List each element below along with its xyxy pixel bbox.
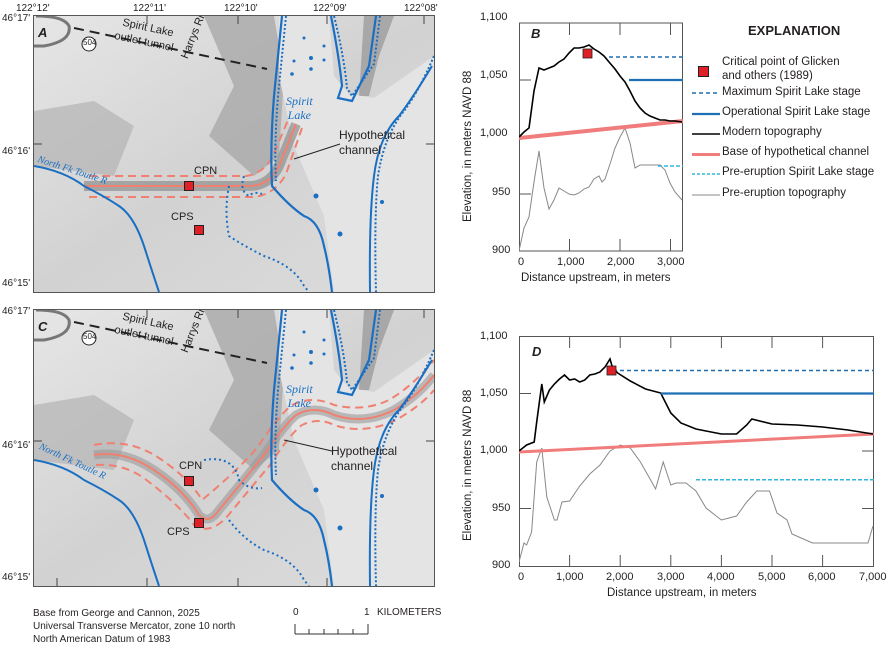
legend-gray-line-icon	[692, 194, 720, 196]
series-channel-base	[519, 432, 875, 454]
critical-point-cps	[194, 518, 204, 528]
x-axis-title: Distance upstream, in meters	[607, 587, 757, 599]
x-axis-title: Distance upstream, in meters	[521, 272, 671, 284]
channel-label: Hypothetical channel	[331, 444, 398, 473]
legend-item-modern-topography: Modern topography	[722, 126, 822, 138]
x-tick-label: 6,000	[808, 571, 836, 583]
x-tick-label: 0	[518, 256, 525, 268]
x-tick-label: 1,000	[557, 256, 585, 268]
map-a-graphics	[34, 16, 434, 292]
scale-bar-start: 0	[293, 607, 299, 618]
chart-panel-letter: D	[532, 344, 542, 359]
longitude-label: 122°12'	[16, 3, 50, 14]
panel-letter: C	[38, 319, 48, 334]
panel-letter: A	[38, 25, 48, 40]
y-tick-label: 1,050	[480, 69, 508, 81]
chart-b-plot	[519, 22, 683, 252]
x-tick-label: 2,000	[606, 571, 634, 583]
series-pre-eruption-topography	[519, 444, 874, 563]
y-tick-label: 1,100	[480, 330, 508, 342]
map-credit-line: Base from George and Cannon, 2025	[33, 608, 200, 619]
y-tick-label: 1,050	[480, 387, 508, 399]
y-tick-label: 1,000	[480, 127, 508, 139]
y-tick-label: 900	[492, 244, 511, 256]
latitude-label: 46°17'	[2, 13, 31, 24]
map-panel-c: C 504 Spirit Lake outlet tunnel Harrys R…	[33, 309, 435, 587]
x-tick-label: 7,000	[859, 571, 887, 583]
x-tick-label: 4,000	[707, 571, 735, 583]
scale-bar-unit: KILOMETERS	[377, 607, 442, 618]
point-label-cps: CPS	[171, 211, 194, 223]
x-tick-label: 2,000	[607, 256, 635, 268]
critical-point-marker	[606, 365, 617, 376]
y-axis-title: Elevation, in meters NAVD 88	[462, 70, 474, 222]
point-label-cpn: CPN	[179, 460, 203, 472]
latitude-label: 46°15'	[2, 572, 31, 583]
point-label-cpn: CPN	[194, 165, 218, 177]
longitude-label: 122°11'	[133, 3, 166, 14]
legend-item-pre-eruption-topography: Pre-eruption topography	[722, 187, 847, 199]
legend-salmon-line-icon	[692, 153, 720, 156]
legend-red-square-icon	[698, 66, 709, 77]
legend-title: EXPLANATION	[748, 23, 841, 38]
critical-point-cps	[194, 225, 204, 235]
lake-label: Spirit Lake	[286, 94, 313, 122]
longitude-label: 122°10'	[224, 3, 258, 14]
map-credit-line: North American Datum of 1983	[33, 634, 171, 645]
series-channel-base	[519, 119, 683, 140]
critical-point-cpn	[184, 181, 194, 191]
x-tick-label: 0	[518, 571, 525, 583]
channel-label: Hypothetical channel	[339, 128, 406, 157]
route-shield: 504	[83, 38, 97, 47]
longitude-label: 122°08'	[404, 3, 438, 14]
scale-bar	[294, 624, 369, 635]
lake-label: Spirit Lake	[286, 382, 313, 410]
y-tick-label: 950	[492, 502, 511, 514]
latitude-label: 46°15'	[2, 278, 31, 289]
longitude-label: 122°09'	[313, 3, 347, 14]
y-tick-label: 1,100	[480, 11, 508, 23]
series-modern-topography	[519, 44, 683, 138]
legend-item-pre-eruption-stage: Pre-eruption Spirit Lake stage	[722, 166, 875, 178]
y-axis-title: Elevation, in meters NAVD 88	[462, 389, 474, 541]
x-tick-label: 5,000	[758, 571, 786, 583]
series-pre-eruption-topography	[519, 126, 683, 252]
x-tick-label: 3,000	[657, 571, 685, 583]
legend-item-max-stage: Maximum Spirit Lake stage	[722, 86, 861, 98]
series-modern-topography	[519, 357, 874, 452]
latitude-label: 46°16'	[2, 440, 31, 451]
legend-item-operational-stage: Operational Spirit Lake stage	[722, 106, 871, 118]
critical-point-cpn	[184, 476, 194, 486]
x-tick-label: 1,000	[556, 571, 584, 583]
legend-item-critical-point: Critical point of Glicken and others (198…	[722, 56, 840, 82]
legend-blue-solid-line-icon	[692, 112, 720, 116]
x-tick-label: 3,000	[657, 256, 685, 268]
map-panel-a: A 504 Spirit Lake outlet tunnel Harrys R…	[33, 15, 435, 293]
legend-item-channel-base: Base of hypothetical channel	[722, 146, 870, 158]
critical-point-marker	[582, 48, 593, 59]
route-shield: 504	[83, 332, 97, 341]
latitude-label: 46°16'	[2, 146, 31, 157]
legend-cyan-dotted-line-icon	[692, 173, 720, 175]
point-label-cps: CPS	[167, 526, 190, 538]
chart-d-plot	[519, 336, 875, 567]
channel-leader-line	[293, 143, 341, 160]
channel-leader-line	[283, 439, 333, 452]
chart-panel-letter: B	[531, 26, 541, 41]
map-c-graphics	[34, 310, 434, 586]
scale-bar-end: 1	[364, 607, 370, 618]
y-tick-label: 950	[492, 186, 511, 198]
map-credit-line: Universal Transverse Mercator, zone 10 n…	[33, 621, 236, 632]
legend-black-line-icon	[692, 133, 720, 135]
y-tick-label: 900	[492, 559, 511, 571]
y-tick-label: 1,000	[480, 444, 508, 456]
legend-blue-dashed-line-icon	[692, 92, 720, 94]
latitude-label: 46°17'	[2, 306, 31, 317]
